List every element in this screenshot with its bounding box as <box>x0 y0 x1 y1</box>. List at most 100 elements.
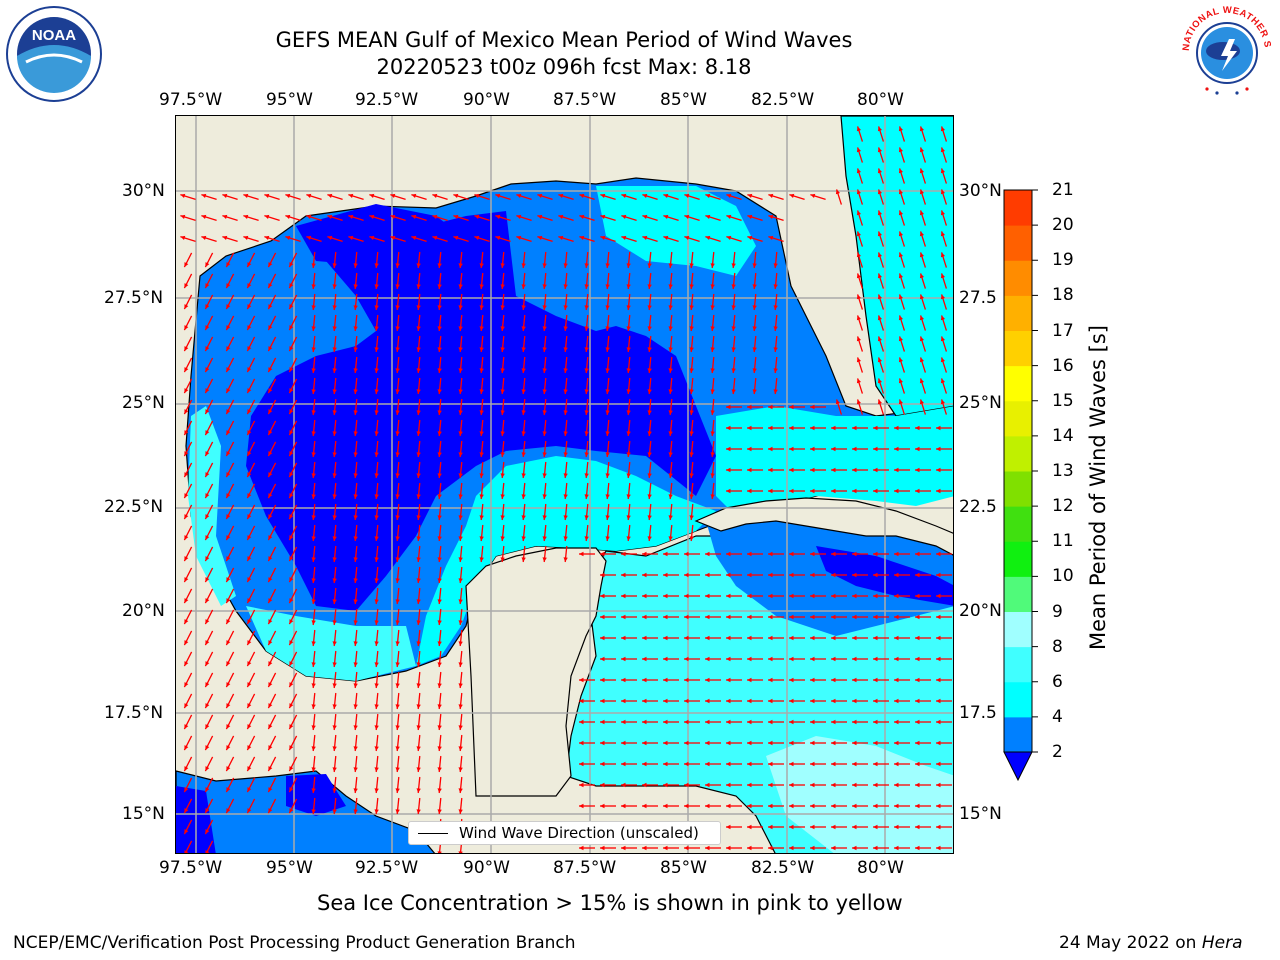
wave-direction-arrowhead <box>605 515 610 520</box>
wave-direction-arrowhead <box>332 599 337 604</box>
wave-direction-arrowhead <box>626 326 631 331</box>
wave-direction-arrowhead <box>873 740 878 746</box>
wave-direction-arrowhead <box>542 347 547 352</box>
wave-direction-arrowhead <box>747 656 752 662</box>
wave-direction-arrowhead <box>289 703 294 709</box>
wave-direction-arrowhead <box>311 263 316 268</box>
wave-direction-arrowhead <box>940 273 945 279</box>
wave-direction-arrowhead <box>705 698 710 704</box>
wave-direction-arrowhead <box>605 494 610 499</box>
wave-direction-arrowhead <box>684 193 690 198</box>
wave-direction-arrowhead <box>268 745 273 751</box>
wave-direction-arrowhead <box>663 235 669 240</box>
wave-direction-arrowhead <box>768 824 773 830</box>
wave-direction-arrowhead <box>689 305 694 310</box>
wave-direction-arrowhead <box>332 641 337 646</box>
wave-direction-arrowhead <box>768 677 773 683</box>
wave-direction-arrowhead <box>395 620 400 625</box>
wave-direction-arrowhead <box>348 235 354 240</box>
wave-direction-arrowhead <box>226 283 231 289</box>
wave-direction-arrowhead <box>437 641 442 646</box>
wave-direction-arrowhead <box>647 410 652 415</box>
wave-direction-arrowhead <box>705 551 710 557</box>
wave-direction-arrowhead <box>940 252 945 258</box>
wave-direction-arrowhead <box>852 719 857 725</box>
wave-direction-arrowhead <box>374 788 379 793</box>
wave-direction-arrowhead <box>705 782 710 788</box>
wave-direction-arrowhead <box>416 431 421 436</box>
wave-direction-arrowhead <box>458 536 463 541</box>
lat-tick-right: 27.5 <box>959 288 997 308</box>
wave-direction-arrowhead <box>332 368 337 373</box>
noaa-logo: NOAA <box>4 4 104 104</box>
wave-direction-arrowhead <box>768 425 773 431</box>
wave-direction-arrowhead <box>915 614 920 620</box>
wave-direction-arrowhead <box>710 347 715 352</box>
wave-direction-arrowhead <box>726 214 732 219</box>
wave-direction-arrowhead <box>773 389 778 394</box>
wave-direction-arrowhead <box>898 168 903 174</box>
wave-direction-arrowhead <box>332 809 337 814</box>
wave-direction-arrowhead <box>873 572 878 578</box>
wave-direction-arrowhead <box>877 378 882 384</box>
colorbar-extend-triangle <box>1003 751 1033 782</box>
wave-direction-arrowhead <box>936 740 941 746</box>
wave-direction-arrowhead <box>936 572 941 578</box>
wave-direction-arrowhead <box>642 635 647 641</box>
wave-direction-arrowhead <box>919 147 924 153</box>
wave-direction-arrowhead <box>747 761 752 767</box>
wave-direction-arrowhead <box>558 193 564 198</box>
wave-direction-arrowhead <box>458 662 463 667</box>
wave-direction-arrowhead <box>395 704 400 709</box>
wave-direction-arrowhead <box>226 451 231 457</box>
wave-direction-arrowhead <box>411 193 417 198</box>
wave-direction-arrowhead <box>894 719 899 725</box>
wave-direction-arrowhead <box>247 787 252 793</box>
wave-direction-arrowhead <box>268 388 273 394</box>
wave-direction-arrowhead <box>184 283 189 289</box>
lon-tick-bottom: 95°W <box>266 858 313 878</box>
wave-direction-arrowhead <box>626 284 631 289</box>
wave-direction-arrowhead <box>437 704 442 709</box>
wave-direction-arrowhead <box>789 635 794 641</box>
wave-direction-arrowhead <box>416 410 421 415</box>
wave-direction-arrowhead <box>458 389 463 394</box>
wave-direction-arrowhead <box>437 368 442 373</box>
wave-direction-arrowhead <box>353 284 358 289</box>
wave-direction-arrowhead <box>831 740 836 746</box>
wave-direction-arrowhead <box>374 494 379 499</box>
wave-direction-arrowhead <box>432 214 438 219</box>
wave-direction-arrowhead <box>915 845 920 851</box>
wave-direction-arrowhead <box>940 378 945 384</box>
wave-direction-arrowhead <box>247 325 252 331</box>
wave-direction-arrowhead <box>521 389 526 394</box>
wave-direction-arrowhead <box>332 431 337 436</box>
colorbar-tick-label: 21 <box>1052 180 1074 200</box>
wave-direction-arrowhead <box>500 473 505 478</box>
wave-direction-arrowhead <box>726 677 731 683</box>
wave-direction-arrowhead <box>668 263 673 268</box>
wave-direction-arrowhead <box>898 378 903 384</box>
wave-direction-arrowhead <box>311 473 316 478</box>
colorbar-label: Mean Period of Wind Waves [s] <box>1086 325 1110 650</box>
wave-direction-arrowhead <box>289 535 294 541</box>
wave-direction-arrowhead <box>726 572 731 578</box>
wave-direction-arrowhead <box>289 598 294 604</box>
wave-direction-arrowhead <box>684 235 690 240</box>
wave-direction-arrowhead <box>416 368 421 373</box>
wave-direction-arrowhead <box>710 263 715 268</box>
wave-direction-arrowhead <box>222 193 228 198</box>
wave-direction-arrowhead <box>268 703 273 709</box>
wave-direction-arrowhead <box>726 614 731 620</box>
wave-direction-arrowhead <box>306 214 312 219</box>
wave-direction-arrowhead <box>621 551 626 557</box>
wave-direction-arrowhead <box>915 656 920 662</box>
wave-direction-arrowhead <box>877 294 882 300</box>
wave-direction-arrowhead <box>726 488 731 494</box>
footer-date: 24 May 2022 on Hera <box>1059 933 1243 953</box>
wave-direction-arrowhead <box>852 782 857 788</box>
wave-direction-arrowhead <box>369 235 375 240</box>
wave-direction-arrowhead <box>689 368 694 373</box>
wave-direction-arrowhead <box>411 235 417 240</box>
wave-direction-arrowhead <box>226 661 231 667</box>
